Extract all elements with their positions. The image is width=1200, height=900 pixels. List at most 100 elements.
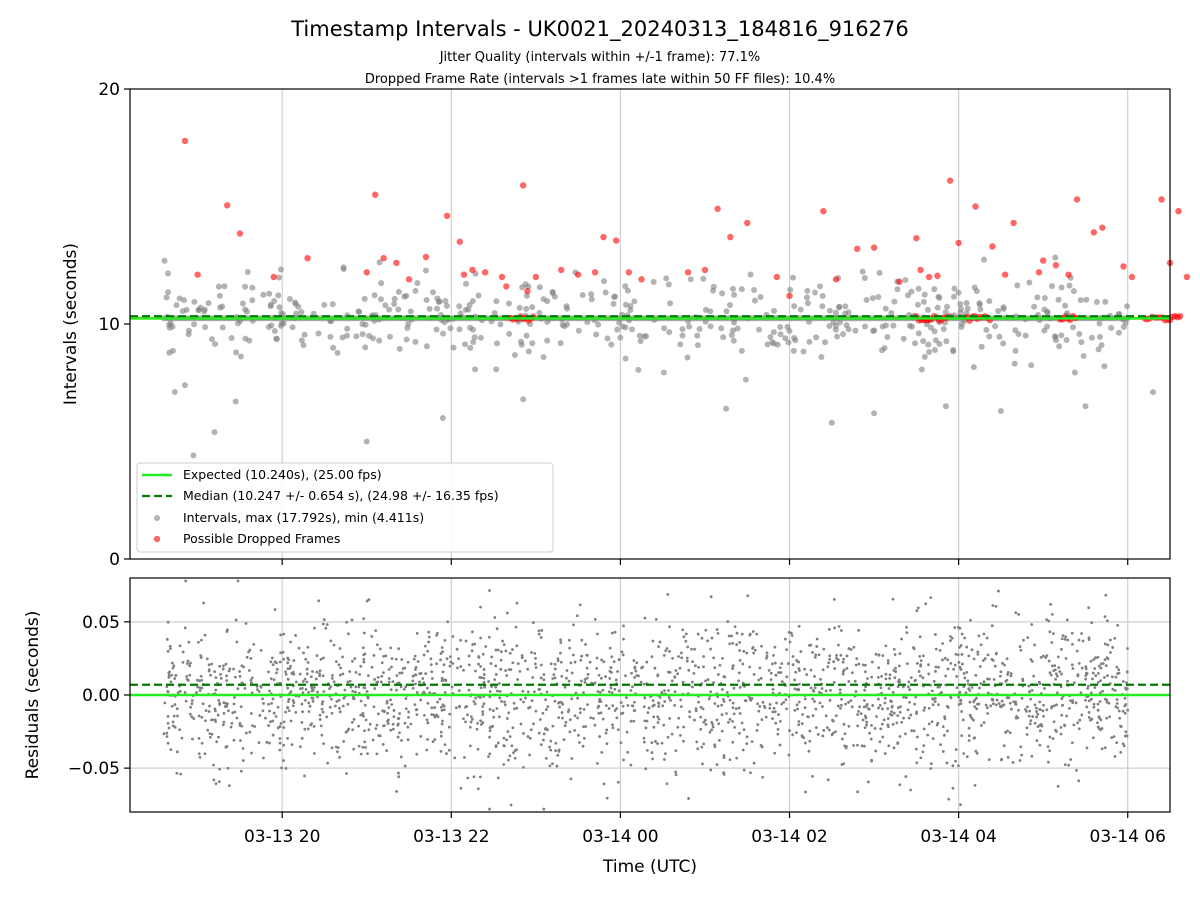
residual-point: [582, 737, 586, 740]
residual-point: [631, 685, 634, 689]
residual-point: [376, 712, 380, 716]
residual-point: [292, 701, 296, 704]
residual-point: [997, 702, 1001, 705]
residual-point: [1018, 759, 1022, 762]
residual-point: [1077, 779, 1081, 783]
residual-point: [742, 649, 746, 653]
residual-point: [354, 670, 358, 674]
interval-point: [1058, 284, 1065, 291]
residual-point: [750, 740, 754, 744]
residual-point: [946, 667, 950, 671]
residual-point: [305, 672, 309, 676]
interval-point: [978, 343, 985, 350]
residual-point: [1041, 654, 1045, 658]
residual-point: [974, 673, 978, 677]
interval-point: [1015, 331, 1022, 338]
interval-point: [900, 335, 907, 342]
residual-point: [326, 761, 330, 765]
residual-point: [488, 690, 492, 693]
interval-point: [469, 298, 476, 305]
residual-point: [693, 647, 696, 651]
residual-point: [921, 676, 925, 680]
residual-point: [905, 662, 909, 666]
residual-point: [273, 608, 277, 611]
residual-point: [320, 702, 324, 706]
dropped-frame-point: [1128, 273, 1136, 281]
residual-point: [765, 654, 769, 658]
residual-point: [549, 662, 553, 666]
interval-point: [525, 348, 532, 355]
residual-point: [961, 662, 964, 666]
residual-point: [286, 736, 289, 740]
residual-point: [1121, 680, 1125, 683]
residual-point: [976, 702, 979, 706]
residual-point: [329, 639, 333, 643]
residual-point: [646, 711, 650, 715]
interval-point: [610, 300, 617, 307]
residual-point: [1026, 705, 1029, 709]
interval-point: [191, 298, 198, 305]
interval-point: [183, 306, 190, 313]
residual-point: [424, 672, 428, 675]
interval-point: [921, 353, 928, 360]
residual-point: [570, 697, 574, 701]
residual-point: [473, 702, 477, 706]
interval-point: [666, 329, 673, 336]
interval-point: [622, 355, 629, 362]
residual-point: [529, 728, 533, 732]
residual-point: [354, 690, 357, 694]
residual-point: [1060, 647, 1063, 651]
residual-point: [674, 773, 678, 777]
residual-point: [991, 702, 995, 706]
residual-point: [990, 624, 994, 628]
residual-point: [441, 678, 445, 682]
interval-point: [684, 354, 691, 361]
interval-point: [871, 410, 878, 417]
interval-point: [166, 324, 173, 331]
interval-point: [505, 300, 512, 307]
residual-point: [883, 752, 887, 755]
interval-point: [790, 347, 797, 354]
residual-point: [892, 647, 896, 651]
residual-point: [439, 705, 443, 709]
residual-point: [1024, 709, 1028, 713]
residual-point: [291, 699, 295, 702]
residual-point: [750, 696, 754, 700]
residual-point: [273, 660, 277, 664]
residual-point: [292, 672, 296, 676]
residual-point: [929, 767, 933, 770]
residual-point: [467, 654, 471, 658]
residual-point: [287, 658, 290, 662]
residual-point: [425, 718, 429, 722]
residual-point: [1113, 689, 1117, 692]
dropped-frame-point: [456, 238, 463, 245]
residual-point: [208, 704, 211, 708]
residual-point: [395, 674, 399, 678]
residual-point: [538, 688, 542, 691]
residual-point: [679, 705, 683, 709]
interval-point: [275, 274, 282, 281]
residual-point: [359, 752, 363, 756]
interval-point: [273, 335, 280, 342]
residual-point: [411, 686, 415, 690]
residual-point: [667, 689, 670, 692]
interval-point: [276, 304, 283, 311]
residual-point: [199, 674, 203, 678]
interval-point: [940, 326, 947, 333]
residual-point: [1124, 703, 1128, 706]
residual-point: [598, 690, 602, 694]
residual-point: [749, 771, 752, 775]
residual-point: [391, 722, 395, 726]
residual-point: [503, 700, 506, 704]
residual-point: [963, 636, 967, 640]
residual-point: [414, 682, 417, 686]
residual-point: [171, 661, 174, 665]
residual-point: [573, 660, 577, 664]
residual-point: [1105, 656, 1109, 660]
residual-point: [613, 709, 617, 712]
residual-point: [621, 711, 625, 715]
residual-point: [897, 680, 900, 684]
residual-point: [658, 640, 662, 644]
residual-point: [656, 674, 660, 678]
dropped-frame-point: [1001, 271, 1009, 278]
